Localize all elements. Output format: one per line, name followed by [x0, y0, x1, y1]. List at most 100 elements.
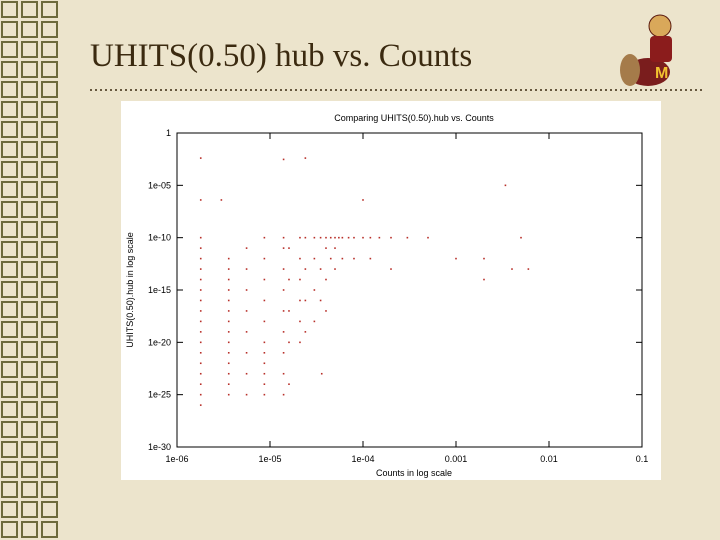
point	[390, 236, 392, 239]
point	[227, 289, 230, 291]
point	[245, 372, 248, 375]
point	[288, 341, 290, 344]
point	[325, 310, 327, 312]
point	[263, 257, 266, 260]
point	[369, 236, 372, 239]
point	[282, 352, 285, 354]
point	[263, 278, 266, 281]
point	[227, 341, 230, 344]
point	[341, 236, 344, 239]
point	[362, 199, 364, 201]
point	[245, 247, 248, 249]
border-pattern	[0, 0, 58, 540]
point	[288, 383, 290, 385]
x-tick-label: 1e-05	[258, 454, 281, 464]
point	[299, 257, 301, 260]
point	[299, 299, 301, 302]
point	[325, 247, 327, 249]
point	[245, 352, 248, 354]
point	[504, 184, 507, 187]
point	[288, 247, 290, 249]
point	[199, 157, 202, 159]
x-tick-label: 0.001	[445, 454, 468, 464]
point	[220, 199, 223, 201]
point	[313, 289, 316, 291]
y-tick-label: 1e-10	[148, 233, 171, 243]
point	[511, 268, 513, 270]
y-tick-label: 1e-25	[148, 390, 171, 400]
point	[199, 362, 202, 365]
point	[199, 278, 202, 281]
x-axis-label: Counts in log scale	[376, 468, 452, 478]
chart-title: Comparing UHITS(0.50).hub vs. Counts	[334, 113, 494, 123]
point	[245, 268, 248, 270]
point	[199, 383, 202, 385]
point	[282, 268, 285, 270]
point	[245, 289, 248, 291]
point	[334, 236, 336, 239]
x-tick-label: 1e-06	[165, 454, 188, 464]
point	[313, 236, 316, 239]
point	[199, 247, 202, 249]
point	[263, 236, 266, 239]
x-tick-label: 1e-04	[351, 454, 374, 464]
point	[263, 372, 266, 375]
point	[288, 278, 290, 281]
point	[227, 383, 230, 385]
point	[282, 158, 285, 161]
slide-title: UHITS(0.50) hub vs. Counts	[90, 38, 472, 74]
point	[299, 341, 301, 344]
point	[313, 257, 316, 260]
point	[263, 383, 266, 385]
point	[483, 257, 485, 260]
point	[369, 257, 372, 260]
point	[319, 268, 322, 270]
point	[245, 393, 248, 396]
point	[378, 236, 381, 239]
point	[227, 268, 230, 270]
point	[455, 257, 457, 260]
point	[427, 236, 429, 239]
point	[263, 299, 266, 302]
point	[299, 278, 301, 281]
point	[227, 362, 230, 365]
point	[288, 310, 290, 312]
point	[263, 320, 266, 323]
point	[245, 331, 248, 333]
y-tick-label: 1e-05	[148, 180, 171, 190]
point	[199, 320, 202, 323]
point	[338, 236, 340, 239]
point	[227, 352, 230, 354]
point	[329, 236, 332, 239]
point	[299, 320, 301, 323]
y-tick-label: 1e-20	[148, 337, 171, 347]
point	[353, 257, 355, 260]
point	[304, 299, 307, 302]
point	[347, 236, 350, 239]
point	[483, 278, 485, 281]
point	[199, 352, 202, 354]
point	[334, 247, 336, 249]
point	[199, 299, 202, 302]
point	[282, 247, 285, 249]
point	[199, 372, 202, 375]
point	[199, 341, 202, 344]
point	[527, 268, 530, 270]
point	[227, 372, 230, 375]
point	[199, 199, 202, 201]
x-tick-label: 0.1	[636, 454, 649, 464]
point	[353, 236, 355, 239]
point	[282, 331, 285, 333]
point	[304, 157, 307, 159]
point	[199, 257, 202, 260]
point	[263, 393, 266, 396]
point	[362, 236, 364, 239]
point	[199, 268, 202, 270]
point	[199, 331, 202, 333]
point	[320, 372, 323, 375]
y-tick-label: 1	[166, 128, 171, 138]
point	[406, 236, 409, 239]
point	[329, 257, 332, 260]
point	[263, 341, 266, 344]
point	[282, 310, 285, 312]
